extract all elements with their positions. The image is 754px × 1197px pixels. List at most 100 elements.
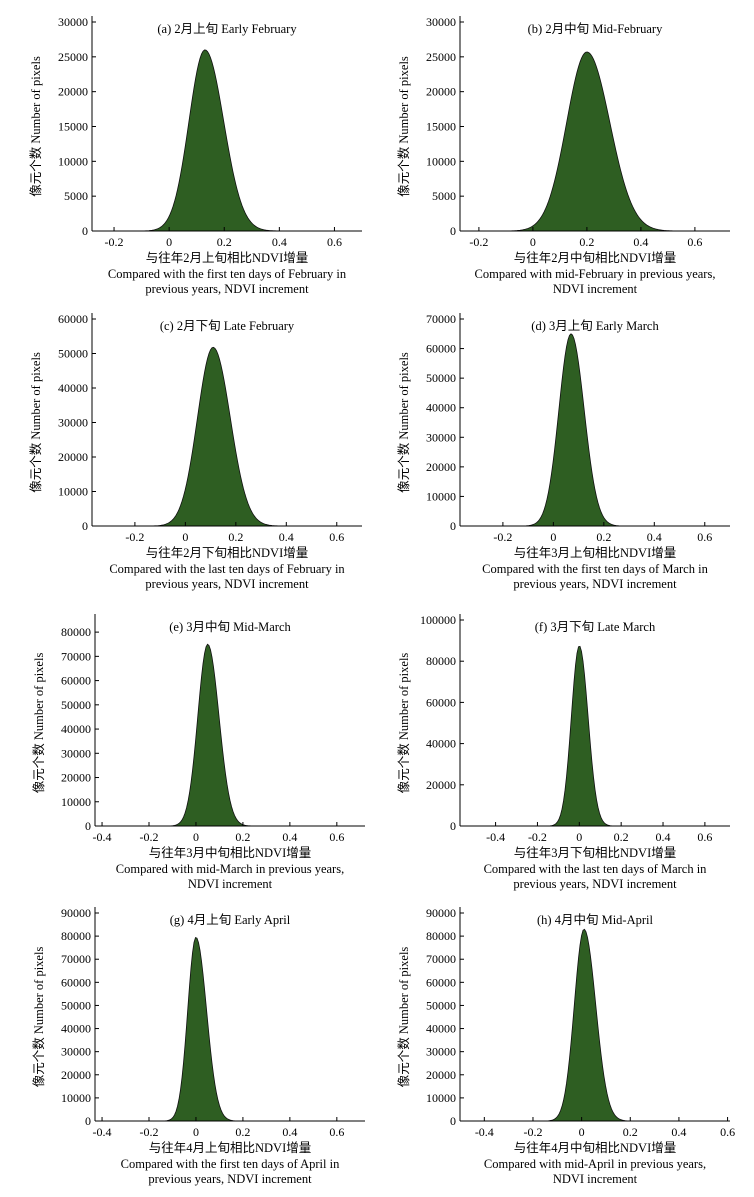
histogram-panel-g: 0 10000 20000 30000 40000 50000 60000 70000 8000… bbox=[31, 906, 365, 1186]
x-axis-label-en: previous years, NDVI increment bbox=[145, 282, 309, 296]
distribution-area bbox=[460, 51, 730, 232]
histogram-panel-d: 0 10000 20000 30000 40000 50000 60000 70000 -0.2… bbox=[396, 312, 730, 591]
y-tick-label: 20000 bbox=[426, 460, 456, 474]
x-axis-label-en: Compared with the first ten days of Apri… bbox=[121, 1157, 340, 1171]
y-tick-label: 30000 bbox=[426, 15, 456, 29]
y-tick-label: 90000 bbox=[61, 906, 91, 920]
x-axis-label-en: Compared with the first ten days of Febr… bbox=[108, 267, 347, 281]
x-tick-label: 0.4 bbox=[647, 530, 662, 544]
y-tick-label: 0 bbox=[85, 1114, 91, 1128]
y-tick-label: 20000 bbox=[426, 778, 456, 792]
x-tick-label: 0 bbox=[193, 830, 199, 844]
distribution-area bbox=[92, 346, 362, 527]
y-axis-label: 像元个数 Number of pixels bbox=[28, 56, 43, 197]
distribution-area bbox=[95, 937, 365, 1122]
y-tick-label: 15000 bbox=[426, 120, 456, 134]
x-tick-label: 0.4 bbox=[272, 235, 287, 249]
y-tick-label: 10000 bbox=[61, 1091, 91, 1105]
x-tick-label: 0.4 bbox=[671, 1125, 686, 1139]
panel-title: (d) 3月上旬 Early March bbox=[531, 319, 659, 333]
x-tick-label: -0.2 bbox=[125, 530, 144, 544]
x-axis-label-en: Compared with the last ten days of March… bbox=[484, 862, 708, 876]
distribution-area bbox=[95, 643, 365, 827]
x-tick-label: 0.6 bbox=[329, 830, 344, 844]
x-tick-label: 0 bbox=[530, 235, 536, 249]
y-tick-label: 60000 bbox=[426, 975, 456, 989]
x-axis-label-cn: 与往年2月下旬相比NDVI增量 bbox=[146, 545, 309, 560]
y-tick-label: 80000 bbox=[61, 929, 91, 943]
x-tick-label: 0.2 bbox=[235, 830, 250, 844]
y-tick-label: 20000 bbox=[61, 771, 91, 785]
x-tick-label: 0.2 bbox=[228, 530, 243, 544]
histogram-panel-c: 0 10000 20000 30000 40000 50000 60000 -0.2 0 0.2 0… bbox=[28, 312, 362, 591]
x-axis-label-cn: 与往年2月中旬相比NDVI增量 bbox=[514, 250, 677, 265]
panel-title: (h) 4月中旬 Mid-April bbox=[537, 912, 653, 927]
x-tick-label: 0.4 bbox=[279, 530, 294, 544]
y-tick-label: 70000 bbox=[61, 649, 91, 663]
distribution-area bbox=[460, 928, 730, 1122]
y-tick-label: 0 bbox=[450, 519, 456, 533]
histogram-panel-f: 0 20000 40000 60000 80000 100000 -0.4 -0.2 0 0.2 0… bbox=[396, 613, 730, 891]
x-tick-label: 0.4 bbox=[656, 830, 671, 844]
y-tick-label: 10000 bbox=[426, 1091, 456, 1105]
y-tick-label: 40000 bbox=[426, 401, 456, 415]
y-tick-label: 5000 bbox=[64, 189, 88, 203]
x-tick-label: 0.2 bbox=[596, 530, 611, 544]
y-tick-label: 10000 bbox=[58, 485, 88, 499]
y-axis-label: 像元个数 Number of pixels bbox=[396, 653, 411, 794]
x-tick-label: 0.2 bbox=[579, 235, 594, 249]
x-tick-label: 0.6 bbox=[697, 530, 712, 544]
y-tick-label: 0 bbox=[450, 819, 456, 833]
y-tick-label: 50000 bbox=[426, 998, 456, 1012]
panel-title: (b) 2月中旬 Mid-February bbox=[528, 21, 663, 36]
y-tick-label: 10000 bbox=[426, 489, 456, 503]
y-axis-label: 像元个数 Number of pixels bbox=[31, 947, 46, 1088]
x-axis-label-cn: 与往年4月中旬相比NDVI增量 bbox=[514, 1140, 677, 1155]
x-tick-label: -0.4 bbox=[93, 830, 112, 844]
x-axis-label-en: Compared with the first ten days of Marc… bbox=[482, 562, 708, 576]
y-axis-label: 像元个数 Number of pixels bbox=[31, 653, 46, 794]
y-tick-label: 20000 bbox=[426, 1068, 456, 1082]
x-tick-label: 0 bbox=[182, 530, 188, 544]
x-axis-label-en: Compared with mid-February in previous y… bbox=[475, 267, 716, 281]
y-tick-label: 30000 bbox=[61, 746, 91, 760]
x-axis-label-en: Compared with mid-April in previous year… bbox=[484, 1157, 706, 1171]
x-tick-label: 0 bbox=[166, 235, 172, 249]
x-axis-label-cn: 与往年3月上旬相比NDVI增量 bbox=[514, 545, 677, 560]
distribution-area bbox=[92, 49, 362, 232]
x-tick-label: -0.2 bbox=[493, 530, 512, 544]
x-tick-label: 0 bbox=[576, 830, 582, 844]
x-tick-label: 0.2 bbox=[217, 235, 232, 249]
x-tick-label: 0.6 bbox=[720, 1125, 735, 1139]
panel-title: (g) 4月上旬 Early April bbox=[170, 913, 291, 927]
x-tick-label: -0.2 bbox=[523, 1125, 542, 1139]
x-axis-label-en: Compared with the last ten days of Febru… bbox=[109, 562, 345, 576]
y-tick-label: 80000 bbox=[426, 654, 456, 668]
panel-title: (a) 2月上旬 Early February bbox=[157, 22, 297, 36]
x-axis-label-en: Compared with mid-March in previous year… bbox=[116, 862, 344, 876]
y-tick-label: 90000 bbox=[426, 906, 456, 920]
y-tick-label: 40000 bbox=[426, 737, 456, 751]
x-tick-label: 0.6 bbox=[327, 235, 342, 249]
x-tick-label: 0.2 bbox=[235, 1125, 250, 1139]
y-tick-label: 30000 bbox=[58, 416, 88, 430]
y-tick-label: 50000 bbox=[61, 998, 91, 1012]
x-axis-label-en: previous years, NDVI increment bbox=[513, 877, 677, 891]
histogram-panel-b: 0 5000 10000 15000 20000 25000 30000 -0.2 0 0.2 0.… bbox=[396, 15, 730, 296]
x-tick-label: 0.4 bbox=[282, 830, 297, 844]
x-axis-label-en: NDVI increment bbox=[553, 282, 638, 296]
y-tick-label: 50000 bbox=[58, 347, 88, 361]
x-tick-label: 0.2 bbox=[614, 830, 629, 844]
y-tick-label: 40000 bbox=[426, 1022, 456, 1036]
y-tick-label: 40000 bbox=[58, 381, 88, 395]
y-tick-label: 40000 bbox=[61, 722, 91, 736]
y-tick-label: 20000 bbox=[58, 450, 88, 464]
y-tick-label: 0 bbox=[85, 819, 91, 833]
histogram-panel-a: 0 5000 10000 15000 20000 25000 30000 -0.2 0 0.2 0.… bbox=[28, 15, 362, 296]
x-tick-label: 0.6 bbox=[329, 1125, 344, 1139]
y-tick-label: 60000 bbox=[426, 342, 456, 356]
x-tick-label: -0.4 bbox=[486, 830, 505, 844]
y-tick-label: 25000 bbox=[426, 50, 456, 64]
x-axis-label-en: NDVI increment bbox=[553, 1172, 638, 1186]
